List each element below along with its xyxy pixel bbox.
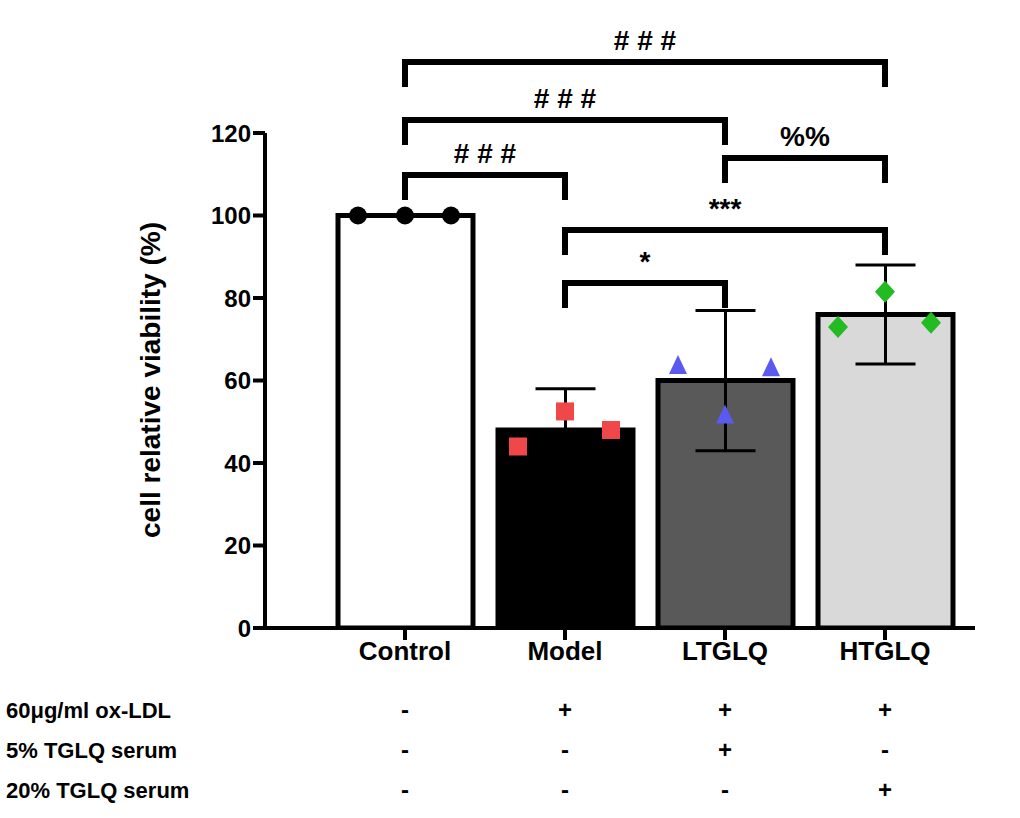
svg-text:-: -: [401, 696, 409, 723]
svg-text:+: +: [718, 736, 732, 763]
svg-text:40: 40: [224, 450, 251, 477]
svg-text:cell relative viability (%): cell relative viability (%): [135, 222, 166, 538]
svg-text:+: +: [558, 696, 572, 723]
svg-text:60: 60: [224, 367, 251, 394]
svg-text:+: +: [878, 696, 892, 723]
svg-text:100: 100: [211, 202, 251, 229]
svg-text:LTGLQ: LTGLQ: [682, 636, 768, 666]
svg-text:# # #: # # #: [534, 83, 597, 114]
svg-text:Control: Control: [359, 636, 451, 666]
svg-text:60μg/ml ox-LDL: 60μg/ml ox-LDL: [8, 698, 171, 723]
svg-text:20% TGLQ serum: 20% TGLQ serum: [8, 778, 189, 803]
svg-text:HTGLQ: HTGLQ: [840, 636, 931, 666]
svg-text:%%: %%: [780, 121, 830, 152]
svg-text:-: -: [721, 776, 729, 803]
svg-text:-: -: [401, 776, 409, 803]
svg-text:5% TGLQ serum: 5% TGLQ serum: [8, 738, 177, 763]
svg-text:# # #: # # #: [614, 25, 677, 56]
svg-text:80: 80: [224, 285, 251, 312]
svg-text:20: 20: [224, 532, 251, 559]
svg-text:+: +: [878, 776, 892, 803]
svg-text:*: *: [640, 246, 651, 277]
svg-text:# # #: # # #: [454, 138, 517, 169]
svg-text:-: -: [881, 736, 889, 763]
svg-text:-: -: [561, 776, 569, 803]
svg-text:***: ***: [709, 193, 742, 224]
svg-text:-: -: [561, 736, 569, 763]
svg-text:+: +: [718, 696, 732, 723]
svg-text:Model: Model: [527, 636, 602, 666]
svg-text:-: -: [401, 736, 409, 763]
svg-text:0: 0: [238, 615, 251, 642]
svg-text:120: 120: [211, 120, 251, 147]
